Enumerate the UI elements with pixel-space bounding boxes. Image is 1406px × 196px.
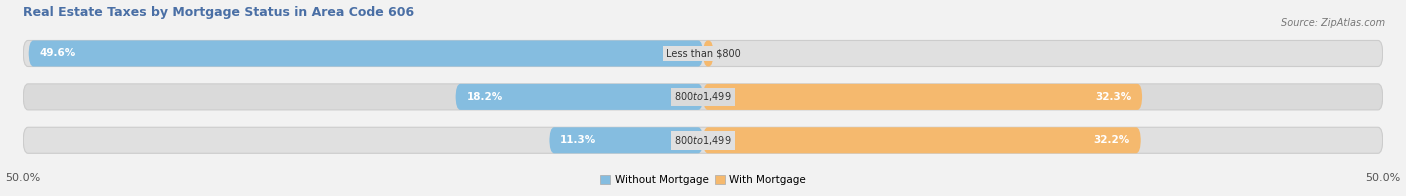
FancyBboxPatch shape xyxy=(22,127,1384,153)
Text: Real Estate Taxes by Mortgage Status in Area Code 606: Real Estate Taxes by Mortgage Status in … xyxy=(22,5,415,19)
Text: 49.6%: 49.6% xyxy=(39,48,76,58)
FancyBboxPatch shape xyxy=(703,127,1140,153)
FancyBboxPatch shape xyxy=(28,40,703,66)
FancyBboxPatch shape xyxy=(550,127,703,153)
Text: $800 to $1,499: $800 to $1,499 xyxy=(675,90,731,103)
FancyBboxPatch shape xyxy=(22,84,1384,110)
Text: 32.3%: 32.3% xyxy=(1095,92,1132,102)
Text: $800 to $1,499: $800 to $1,499 xyxy=(675,134,731,147)
Text: Less than $800: Less than $800 xyxy=(665,48,741,58)
Text: 32.2%: 32.2% xyxy=(1094,135,1130,145)
FancyBboxPatch shape xyxy=(456,84,703,110)
FancyBboxPatch shape xyxy=(703,40,713,66)
Legend: Without Mortgage, With Mortgage: Without Mortgage, With Mortgage xyxy=(596,171,810,189)
Text: 11.3%: 11.3% xyxy=(560,135,596,145)
FancyBboxPatch shape xyxy=(703,84,1142,110)
Text: Source: ZipAtlas.com: Source: ZipAtlas.com xyxy=(1281,18,1385,28)
FancyBboxPatch shape xyxy=(22,40,1384,66)
Text: 0.77%: 0.77% xyxy=(666,48,703,58)
Text: 18.2%: 18.2% xyxy=(467,92,503,102)
